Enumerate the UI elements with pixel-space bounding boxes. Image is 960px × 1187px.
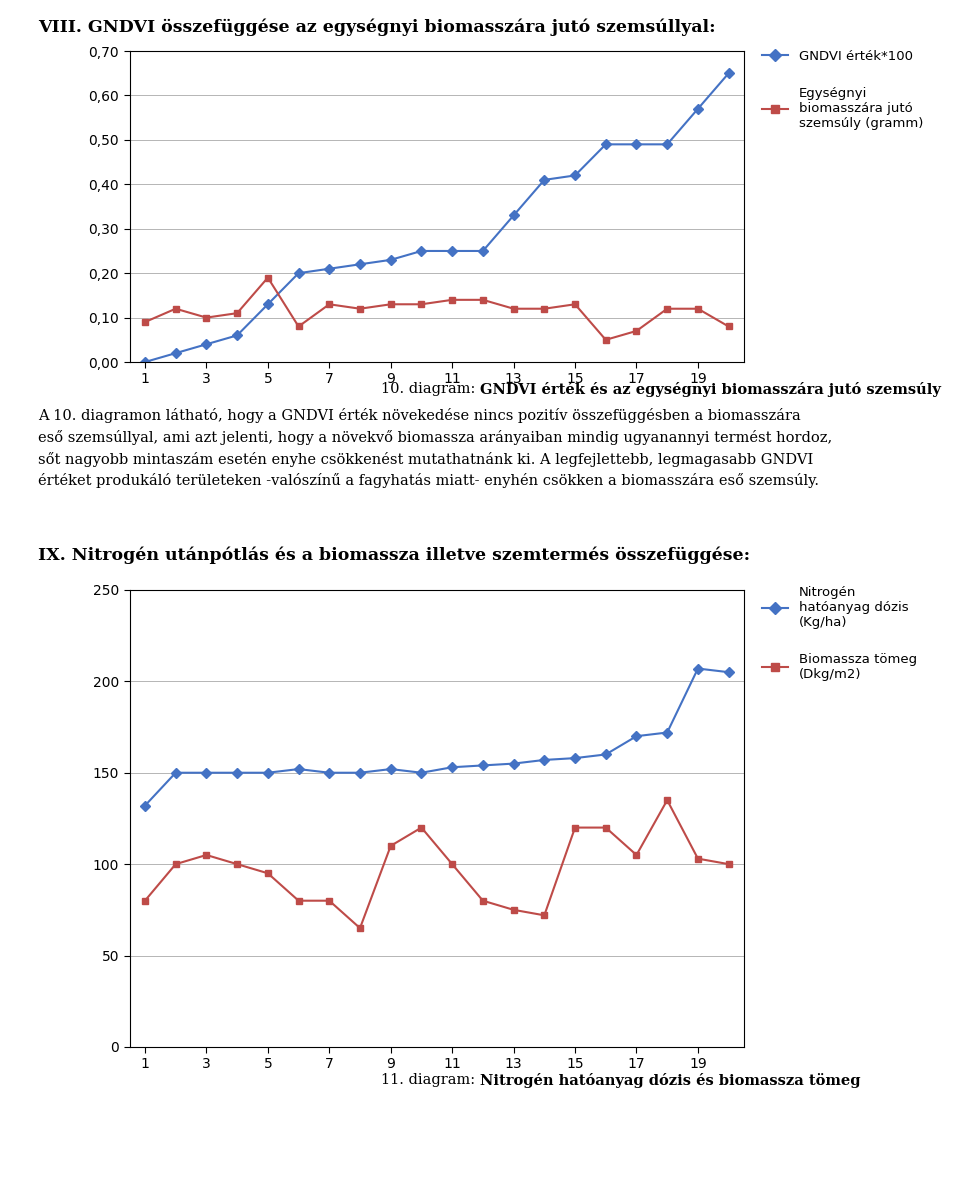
- Text: IX. Nitrogén utánpótlás és a biomassza illetve szemtermés összefüggése:: IX. Nitrogén utánpótlás és a biomassza i…: [38, 546, 751, 564]
- Legend: Nitrogén
hatóanyag dózis
(Kg/ha), Biomassza tömeg
(Dkg/m2): Nitrogén hatóanyag dózis (Kg/ha), Biomas…: [756, 580, 922, 686]
- Legend: GNDVI érték*100, Egységnyi
biomasszára jutó
szemsúly (gramm): GNDVI érték*100, Egységnyi biomasszára j…: [756, 45, 928, 135]
- Text: 10. diagram:: 10. diagram:: [381, 382, 480, 396]
- Text: GNDVI érték és az egységnyi biomasszára jutó szemsúly: GNDVI érték és az egységnyi biomasszára …: [480, 382, 941, 398]
- Text: 11. diagram:: 11. diagram:: [381, 1073, 480, 1087]
- Text: A 10. diagramon látható, hogy a GNDVI érték növekedése nincs pozitív összefüggés: A 10. diagramon látható, hogy a GNDVI ér…: [38, 408, 832, 488]
- Text: Nitrogén hatóanyag dózis és biomassza tömeg: Nitrogén hatóanyag dózis és biomassza tö…: [480, 1073, 860, 1088]
- Text: VIII. GNDVI összefüggése az egységnyi biomasszára jutó szemsúllyal:: VIII. GNDVI összefüggése az egységnyi bi…: [38, 19, 716, 37]
